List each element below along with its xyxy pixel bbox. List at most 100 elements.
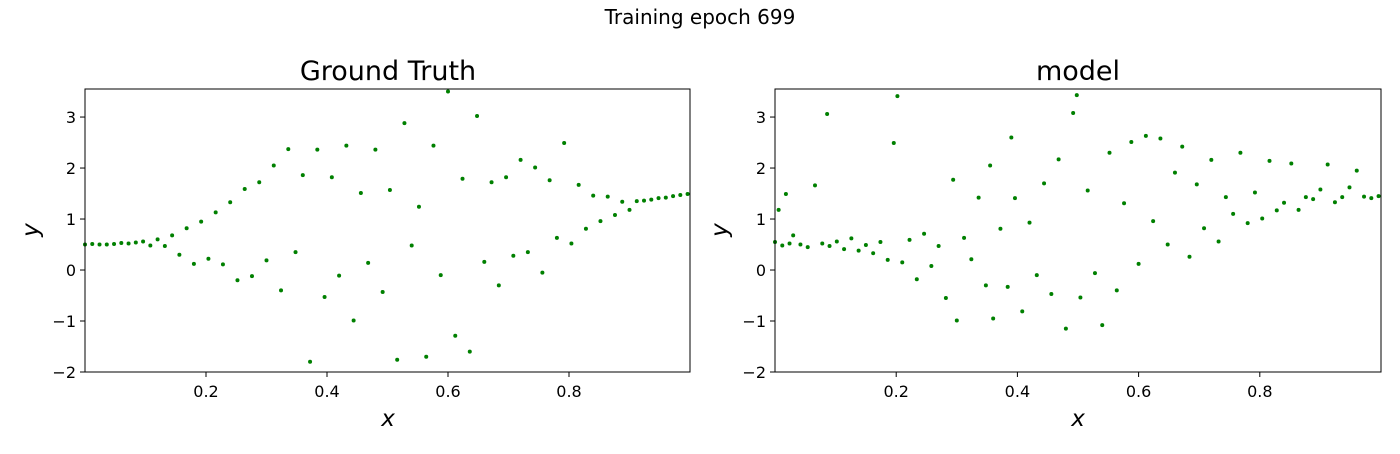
model-point-50 (1078, 295, 1083, 300)
ground-truth-point-76 (634, 199, 639, 204)
ground-truth-y-tick-label-0: −2 (52, 363, 76, 382)
model-point-38 (1005, 284, 1010, 289)
model-y-tick-label-5: 3 (756, 108, 766, 127)
ground-truth-point-73 (612, 212, 617, 217)
ground-truth-point-53 (467, 349, 472, 354)
ground-truth-panel: Ground Truth 0.2 0.4 0.6 0.8 −2 −1 0 1 2 3 x y (18, 56, 691, 432)
model-point-54 (1107, 150, 1112, 155)
model-point-16 (863, 243, 868, 248)
ground-truth-y-ticks: −2 −1 0 1 2 3 (52, 108, 85, 382)
ground-truth-point-43 (395, 357, 400, 362)
model-point-69 (1216, 239, 1221, 244)
model-point-3 (783, 192, 788, 197)
ground-truth-plot-frame (84, 88, 691, 373)
model-plot-frame (774, 88, 1382, 373)
ground-truth-point-64 (547, 178, 552, 183)
model-point-41 (1020, 309, 1025, 314)
model-point-5 (791, 233, 796, 238)
model-points (773, 93, 1381, 331)
model-point-36 (991, 316, 996, 321)
ground-truth-x-tick-label-0: 0.2 (193, 382, 218, 401)
model-point-89 (1362, 194, 1367, 199)
model-point-19 (885, 257, 890, 262)
model-title: model (1036, 56, 1120, 87)
model-point-78 (1282, 200, 1287, 205)
model-point-70 (1223, 195, 1228, 200)
ground-truth-y-tick-label-3: 1 (66, 210, 76, 229)
ground-truth-x-tick-label-2: 0.6 (435, 382, 460, 401)
model-point-10 (825, 111, 830, 116)
model-point-2 (780, 243, 785, 248)
ground-truth-x-axis-label: x (380, 406, 395, 432)
ground-truth-point-57 (496, 283, 501, 288)
ground-truth-point-65 (554, 235, 559, 240)
ground-truth-point-26 (271, 163, 276, 168)
model-point-29 (951, 177, 956, 182)
ground-truth-x-tick-label-1: 0.4 (314, 382, 339, 401)
ground-truth-point-40 (373, 147, 378, 152)
ground-truth-point-18 (213, 210, 218, 215)
ground-truth-point-51 (453, 333, 458, 338)
model-point-91 (1376, 194, 1381, 199)
model-point-55 (1114, 288, 1119, 293)
ground-truth-point-25 (264, 258, 269, 263)
ground-truth-point-72 (605, 194, 610, 199)
model-point-85 (1332, 200, 1337, 205)
ground-truth-point-52 (460, 176, 465, 181)
model-point-32 (969, 257, 974, 262)
model-point-4 (787, 241, 792, 246)
model-point-21 (895, 94, 900, 99)
model-x-tick-label-3: 0.8 (1247, 382, 1272, 401)
model-point-51 (1085, 188, 1090, 193)
ground-truth-point-29 (293, 250, 298, 255)
model-point-77 (1274, 208, 1279, 213)
model-point-83 (1318, 187, 1323, 192)
model-x-tick-label-0: 0.2 (883, 382, 908, 401)
ground-truth-point-13 (177, 252, 182, 257)
ground-truth-y-tick-label-4: 2 (66, 159, 76, 178)
ground-truth-point-78 (649, 197, 654, 202)
ground-truth-point-21 (235, 278, 240, 283)
model-point-34 (983, 283, 988, 288)
model-point-12 (834, 239, 839, 244)
ground-truth-point-77 (642, 198, 647, 203)
ground-truth-point-62 (533, 165, 538, 170)
model-point-17 (871, 251, 876, 256)
ground-truth-point-15 (191, 261, 196, 266)
model-point-61 (1158, 136, 1163, 141)
model-point-74 (1252, 190, 1257, 195)
ground-truth-point-69 (583, 226, 588, 231)
model-point-18 (878, 239, 883, 244)
model-point-45 (1049, 291, 1054, 296)
ground-truth-point-82 (678, 193, 683, 198)
ground-truth-y-tick-label-1: −1 (52, 312, 76, 331)
model-point-68 (1209, 157, 1214, 162)
model-point-35 (988, 163, 993, 168)
model-point-72 (1238, 150, 1243, 155)
ground-truth-x-ticks: 0.2 0.4 0.6 0.8 (193, 372, 582, 401)
ground-truth-point-54 (475, 114, 480, 119)
ground-truth-point-3 (104, 242, 109, 247)
ground-truth-point-31 (308, 359, 313, 364)
model-point-24 (914, 277, 919, 282)
ground-truth-point-70 (591, 193, 596, 198)
ground-truth-point-37 (351, 318, 356, 323)
ground-truth-point-11 (162, 244, 167, 249)
model-point-71 (1231, 211, 1236, 216)
model-point-62 (1165, 242, 1170, 247)
ground-truth-point-38 (358, 191, 363, 196)
ground-truth-point-36 (344, 143, 349, 148)
model-y-axis-label: y (707, 223, 733, 238)
model-point-81 (1303, 195, 1308, 200)
model-point-66 (1194, 182, 1199, 187)
ground-truth-point-47 (424, 354, 429, 359)
ground-truth-point-61 (525, 250, 530, 255)
model-point-46 (1056, 157, 1061, 162)
ground-truth-point-67 (569, 241, 574, 246)
ground-truth-point-20 (228, 200, 233, 205)
ground-truth-point-16 (199, 219, 204, 224)
figure-suptitle: Training epoch 699 (604, 5, 796, 29)
ground-truth-point-5 (119, 240, 124, 245)
ground-truth-point-59 (511, 253, 516, 258)
